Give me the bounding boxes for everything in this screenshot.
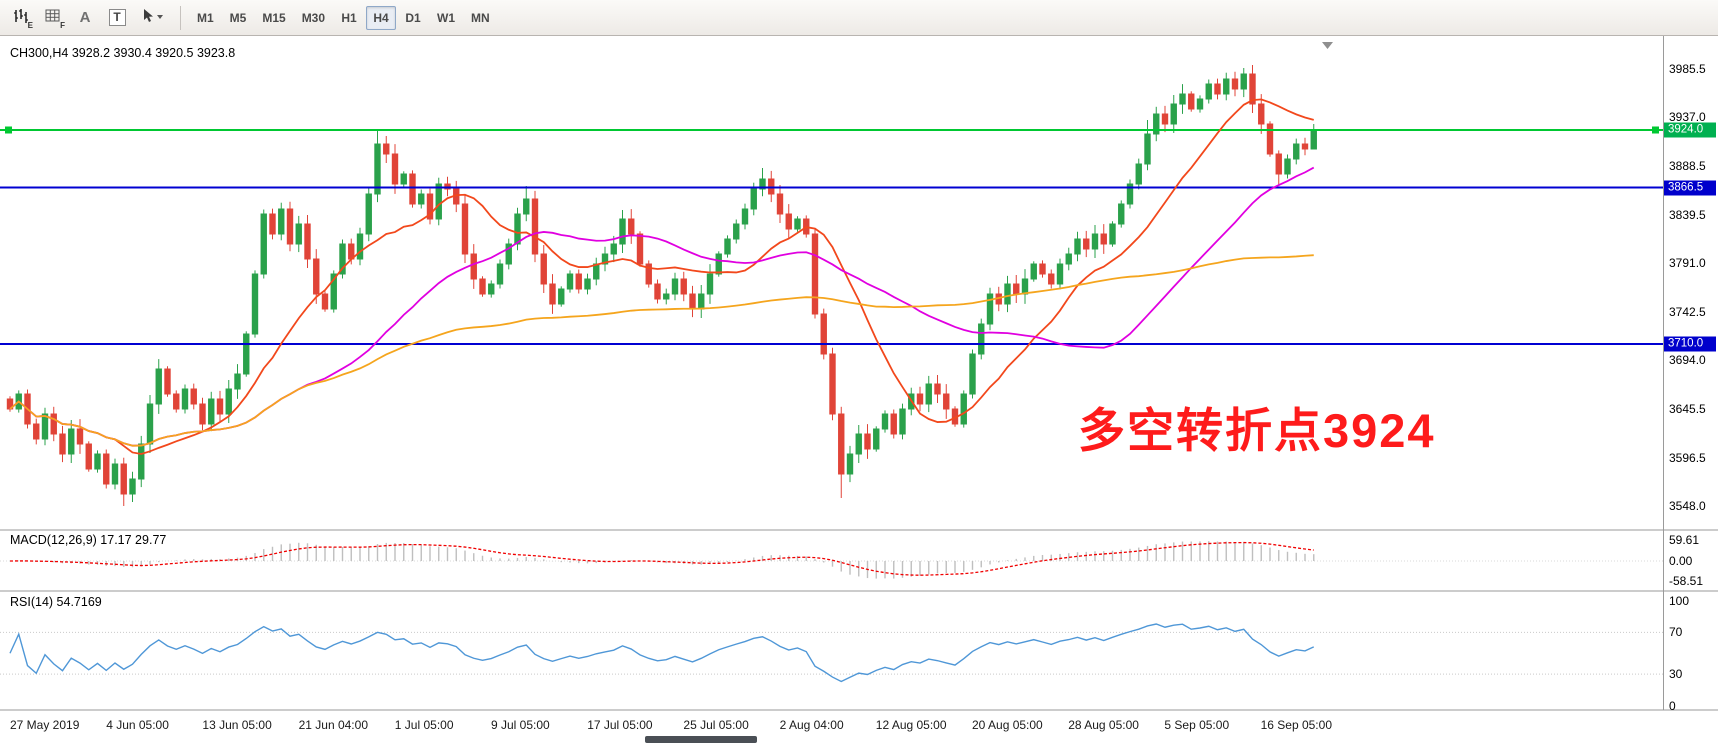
time-axis-label: 20 Aug 05:00 xyxy=(972,718,1043,732)
price-axis-label: 3985.5 xyxy=(1669,61,1706,76)
macd-indicator-label: MACD(12,26,9) 17.17 29.77 xyxy=(10,533,167,547)
icon-sub-label: E xyxy=(27,20,33,30)
price-axis-label: 3645.5 xyxy=(1669,401,1706,416)
time-axis[interactable]: 27 May 2019 4 Jun 05:00 13 Jun 05:00 21 Jun… xyxy=(0,714,1663,738)
chart-annotation-text: 多空转折点3924 xyxy=(1078,404,1436,457)
time-axis-label: 13 Jun 05:00 xyxy=(202,718,272,732)
price-level-badge: 3710.0 xyxy=(1664,336,1716,352)
price-level-badge: 3866.5 xyxy=(1664,180,1716,195)
toolbar-separator xyxy=(180,5,181,30)
main-toolbar: E F A T xyxy=(0,0,1718,36)
chart-symbol-title: CH300,H4 3928.2 3930.4 3920.5 3923.8 xyxy=(10,46,236,60)
timeframe-button-m30[interactable]: M30 xyxy=(295,6,332,30)
macd-axis-label: 0.00 xyxy=(1669,554,1693,568)
price-axis-label: 3839.5 xyxy=(1669,207,1706,222)
time-axis-label: 9 Jul 05:00 xyxy=(491,718,550,732)
price-axis-label: 3937.0 xyxy=(1669,110,1706,124)
price-axis-label: 3888.5 xyxy=(1669,158,1706,173)
cursor-dropdown-icon xyxy=(140,7,166,28)
font-tool-icon: A xyxy=(79,9,91,26)
price-axis-label: 3548.0 xyxy=(1669,499,1706,513)
text-tool-icon: T xyxy=(108,9,126,26)
price-axis-label: 3791.0 xyxy=(1669,256,1706,270)
price-axis-label: 3742.5 xyxy=(1669,304,1706,319)
text-tool-button[interactable]: T xyxy=(102,4,132,32)
icon-sub-label: F xyxy=(60,20,65,30)
timeframe-button-d1[interactable]: D1 xyxy=(398,6,428,30)
grid-button[interactable]: F xyxy=(38,4,68,32)
cursor-tool-button[interactable] xyxy=(134,4,172,32)
rsi-axis-label: 30 xyxy=(1669,667,1683,682)
scrollbar-thumb[interactable] xyxy=(645,736,757,743)
time-axis-label: 25 Jul 05:00 xyxy=(683,718,749,732)
rsi-axis-label: 70 xyxy=(1669,625,1683,640)
timeframe-button-mn[interactable]: MN xyxy=(464,6,497,30)
time-axis-label: 21 Jun 04:00 xyxy=(298,718,368,732)
time-axis-label: 12 Aug 05:00 xyxy=(875,718,947,732)
timeframe-group: M1 M5 M15 M30 H1 H4 D1 W1 MN xyxy=(189,5,498,30)
timeframe-button-h4[interactable]: H4 xyxy=(366,5,397,30)
font-tool-button[interactable]: A xyxy=(70,4,100,32)
rsi-indicator-label: RSI(14) 54.7169 xyxy=(10,595,102,609)
grid-icon xyxy=(44,7,62,28)
macd-axis-label: -58.51 xyxy=(1669,574,1704,589)
bar-chart-icon xyxy=(12,7,30,28)
price-axis-label: 3694.0 xyxy=(1669,353,1706,367)
timeframe-button-m15[interactable]: M15 xyxy=(255,6,292,30)
chart-style-button[interactable]: E xyxy=(6,4,36,32)
time-axis-label: 5 Sep 05:00 xyxy=(1164,718,1230,732)
macd-axis-label: 59.61 xyxy=(1669,533,1700,548)
timeframe-button-h1[interactable]: H1 xyxy=(334,6,364,30)
price-axis[interactable]: 3985.5 3937.0 3888.5 3839.5 3791.0 3742.5 3694… xyxy=(1664,0,1718,744)
rsi-axis-label: 100 xyxy=(1669,594,1690,608)
time-axis-label: 2 Aug 04:00 xyxy=(779,718,844,732)
time-axis-label: 28 Aug 05:00 xyxy=(1068,718,1139,732)
timeframe-button-m5[interactable]: M5 xyxy=(223,6,254,30)
time-axis-label: 16 Sep 05:00 xyxy=(1260,718,1332,732)
time-axis-label: 27 May 2019 xyxy=(10,718,80,732)
price-level-badge: 3924.0 xyxy=(1664,122,1716,138)
bottom-scroll-strip xyxy=(0,734,1718,744)
rsi-axis-label: 0 xyxy=(1669,698,1676,713)
time-axis-label: 1 Jul 05:00 xyxy=(394,718,454,732)
timeframe-button-w1[interactable]: W1 xyxy=(430,6,462,30)
price-axis-label: 3596.5 xyxy=(1669,450,1706,465)
time-axis-label: 4 Jun 05:00 xyxy=(106,718,169,732)
timeframe-button-m1[interactable]: M1 xyxy=(190,6,221,30)
time-axis-label: 17 Jul 05:00 xyxy=(587,718,653,732)
